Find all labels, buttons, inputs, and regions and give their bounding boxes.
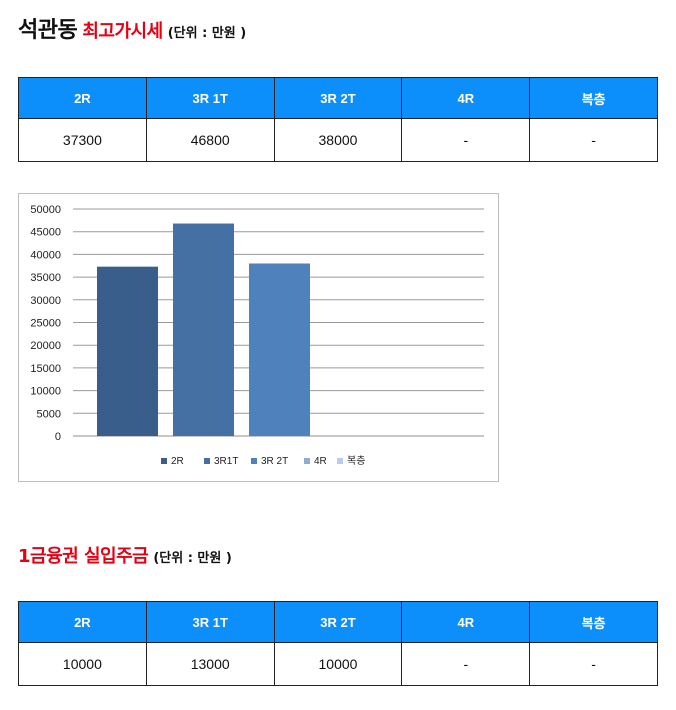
section1-heading: 석관동 최고가시세 (단위 : 만원 ) [18,12,246,44]
y-tick-label: 30000 [30,295,61,307]
legend-label-5: 복층 [347,455,365,467]
value-3r-2t: 10000 [273,642,403,686]
section2-heading: 1금융권 실입주금 (단위 : 만원 ) [18,542,232,568]
y-tick-label: 10000 [30,386,61,398]
header-2r: 2R [18,77,147,119]
header-3r-1t: 3R 1T [145,77,275,119]
legend-label-2: 3R1T [214,456,238,467]
section2-title-highlight: 1금융권 실입주금 [18,546,149,567]
section2-unit: (단위 : 만원 ) [153,551,232,566]
y-tick-label: 50000 [30,204,61,216]
legend-label-4: 4R [314,456,327,467]
header-4r: 4R [401,77,531,119]
y-tick-label: 5000 [37,408,61,420]
price-table: 2R 3R 1T 3R 2T 4R 복층 37300 46800 38000 -… [18,77,658,162]
header-4r: 4R [401,601,531,643]
y-tick-label: 25000 [30,318,61,330]
y-tick-label: 45000 [30,227,61,239]
legend-swatch-5 [337,458,343,464]
y-tick-label: 0 [55,431,61,443]
down-payment-table: 2R 3R 1T 3R 2T 4R 복층 10000 13000 10000 -… [18,601,658,686]
y-tick-label: 15000 [30,363,61,375]
bar-1 [97,266,158,436]
section1-unit: (단위 : 만원 ) [167,26,247,41]
section1-title-main: 석관동 [18,18,78,43]
header-2r: 2R [18,601,147,643]
value-4r: - [401,642,531,686]
y-tick-label: 40000 [30,249,61,261]
header-3r-2t: 3R 2T [273,77,403,119]
legend-label-1: 2R [171,456,184,467]
value-2r: 37300 [18,118,147,162]
bar-2 [173,223,234,436]
header-3r-1t: 3R 1T [145,601,275,643]
table-header-row: 2R 3R 1T 3R 2T 4R 복층 [18,77,658,119]
value-duplex: - [529,118,658,162]
legend-swatch-1 [161,458,167,464]
bar-3 [249,263,310,436]
y-tick-label: 20000 [30,340,61,352]
value-3r-2t: 38000 [273,118,403,162]
price-chart-svg: 0 5000 10000 15000 20000 25000 30000 35000 40000… [30,204,484,467]
y-tick-label: 35000 [30,272,61,284]
header-duplex: 복층 [529,601,658,643]
header-duplex: 복층 [529,77,658,119]
value-3r-1t: 46800 [145,118,275,162]
section1-title-highlight: 최고가시세 [82,21,163,42]
value-3r-1t: 13000 [145,642,275,686]
value-duplex: - [529,642,658,686]
header-3r-2t: 3R 2T [273,601,403,643]
table-row: 10000 13000 10000 - - [18,642,658,686]
legend-swatch-3 [251,458,257,464]
legend-swatch-4 [304,458,310,464]
table-header-row: 2R 3R 1T 3R 2T 4R 복층 [18,601,658,643]
legend-label-3: 3R 2T [261,456,288,467]
value-4r: - [401,118,531,162]
price-chart: 0 5000 10000 15000 20000 25000 30000 35000 40000… [18,193,499,482]
table-row: 37300 46800 38000 - - [18,118,658,162]
value-2r: 10000 [18,642,147,686]
legend-swatch-2 [204,458,210,464]
